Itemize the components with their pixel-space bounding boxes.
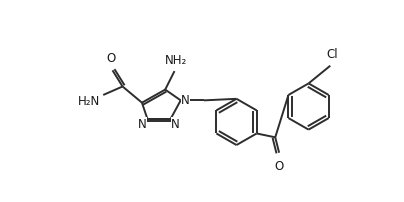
- Text: O: O: [274, 159, 284, 172]
- Text: N: N: [171, 117, 180, 130]
- Text: N: N: [138, 117, 147, 130]
- Text: NH₂: NH₂: [165, 54, 187, 66]
- Text: N: N: [181, 94, 190, 107]
- Text: Cl: Cl: [327, 48, 339, 61]
- Text: O: O: [106, 52, 116, 65]
- Text: H₂N: H₂N: [78, 94, 100, 107]
